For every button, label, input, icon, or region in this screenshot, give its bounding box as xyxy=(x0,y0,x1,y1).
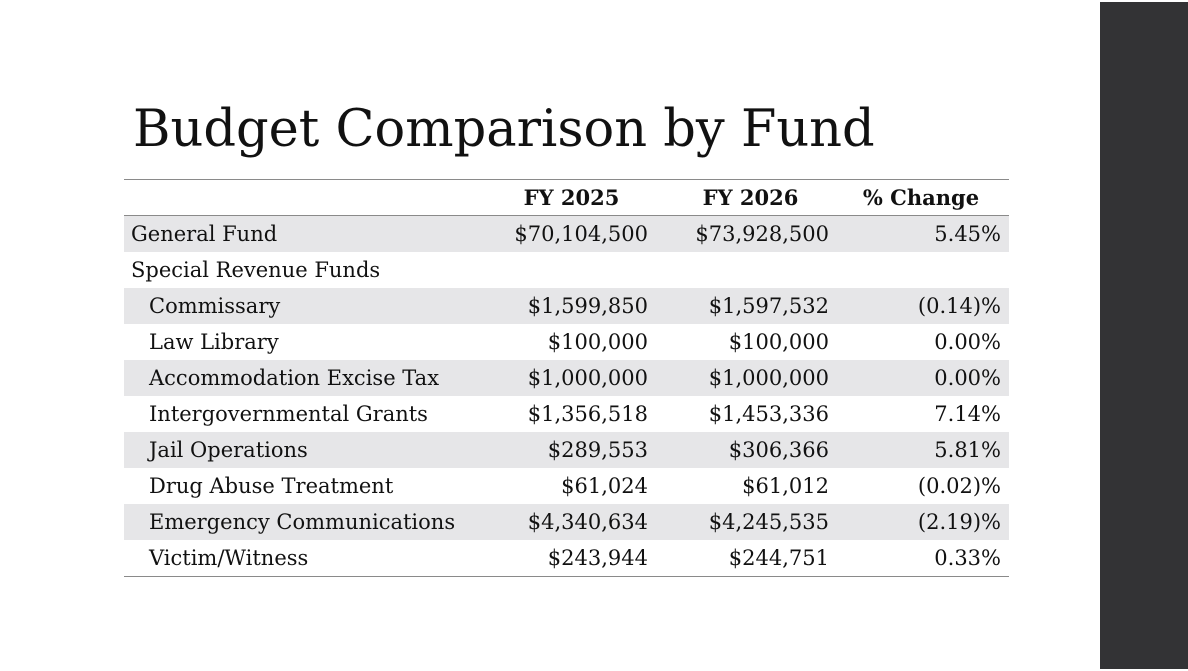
table-row: Emergency Communications $4,340,634 $4,2… xyxy=(124,504,1009,540)
slide: Budget Comparison by Fund FY 2025 FY 202… xyxy=(124,100,1009,577)
header-fy2025: FY 2025 xyxy=(523,185,620,210)
fund-name-cell: Emergency Communications xyxy=(124,504,481,540)
percent-change-cell: 7.14% xyxy=(934,402,1001,426)
fund-name-cell: Accommodation Excise Tax xyxy=(124,360,481,396)
fy2025-cell: $1,356,518 xyxy=(527,402,648,426)
fund-name-cell: Intergovernmental Grants xyxy=(149,402,428,426)
table-row: Drug Abuse Treatment $61,024 $61,012 (0.… xyxy=(124,468,1009,504)
fy2025-cell: $1,000,000 xyxy=(481,360,650,396)
percent-change-cell: 5.81% xyxy=(831,432,1009,468)
table-body: General Fund $70,104,500 $73,928,500 5.4… xyxy=(124,215,1009,577)
fund-name-cell: Special Revenue Funds xyxy=(131,258,381,282)
fund-name-cell: General Fund xyxy=(124,215,481,252)
fund-name-cell: Commissary xyxy=(124,288,481,324)
fy2026-cell xyxy=(650,252,831,288)
fy2025-cell: $70,104,500 xyxy=(481,215,650,252)
table-row: Intergovernmental Grants $1,356,518 $1,4… xyxy=(124,396,1009,432)
slide-title: Budget Comparison by Fund xyxy=(133,100,875,159)
fy2026-cell: $1,453,336 xyxy=(708,402,829,426)
percent-change-cell: 0.00% xyxy=(934,330,1001,354)
percent-change-cell: (0.14)% xyxy=(831,288,1009,324)
fy2026-cell: $244,751 xyxy=(728,546,829,570)
percent-change-cell: 0.33% xyxy=(934,546,1001,570)
percent-change-cell: 0.00% xyxy=(831,360,1009,396)
table-header: FY 2025 FY 2026 % Change xyxy=(124,179,1009,216)
budget-comparison-table: FY 2025 FY 2026 % Change General Fund $7… xyxy=(124,179,1009,577)
fy2026-cell: $306,366 xyxy=(650,432,831,468)
fy2026-cell: $61,012 xyxy=(742,474,829,498)
fy2025-cell: $289,553 xyxy=(481,432,650,468)
fy2026-cell: $1,597,532 xyxy=(650,288,831,324)
header-percent-change: % Change xyxy=(862,185,980,210)
side-bar xyxy=(1100,2,1188,669)
fund-name-cell: Jail Operations xyxy=(124,432,481,468)
table-row: Commissary $1,599,850 $1,597,532 (0.14)% xyxy=(124,288,1009,324)
fy2026-cell: $100,000 xyxy=(728,330,829,354)
fy2026-cell: $1,000,000 xyxy=(650,360,831,396)
percent-change-cell: 5.45% xyxy=(831,215,1009,252)
table-row: Jail Operations $289,553 $306,366 5.81% xyxy=(124,432,1009,468)
fy2025-cell: $4,340,634 xyxy=(481,504,650,540)
fund-name-cell: Drug Abuse Treatment xyxy=(149,474,394,498)
fy2025-cell: $61,024 xyxy=(561,474,648,498)
table-row: Accommodation Excise Tax $1,000,000 $1,0… xyxy=(124,360,1009,396)
percent-change-cell: (0.02)% xyxy=(917,474,1001,498)
header-fund-name xyxy=(124,180,481,216)
fy2026-cell: $4,245,535 xyxy=(650,504,831,540)
fy2025-cell xyxy=(481,252,650,288)
header-fy2026: FY 2026 xyxy=(702,185,799,210)
fy2025-cell: $1,599,850 xyxy=(481,288,650,324)
percent-change-cell: (2.19)% xyxy=(831,504,1009,540)
fund-name-cell: Law Library xyxy=(149,330,279,354)
budget-table-container: FY 2025 FY 2026 % Change General Fund $7… xyxy=(124,179,1009,577)
fy2025-cell: $100,000 xyxy=(547,330,648,354)
table-row: Law Library $100,000 $100,000 0.00% xyxy=(124,324,1009,360)
fund-name-cell: Victim/Witness xyxy=(149,546,309,570)
table-row: Special Revenue Funds xyxy=(124,252,1009,288)
header-row: FY 2025 FY 2026 % Change xyxy=(124,179,1009,216)
fy2026-cell: $73,928,500 xyxy=(650,215,831,252)
table-row: General Fund $70,104,500 $73,928,500 5.4… xyxy=(124,215,1009,252)
table-row: Victim/Witness $243,944 $244,751 0.33% xyxy=(124,540,1009,577)
percent-change-cell xyxy=(831,252,1009,288)
fy2025-cell: $243,944 xyxy=(547,546,648,570)
